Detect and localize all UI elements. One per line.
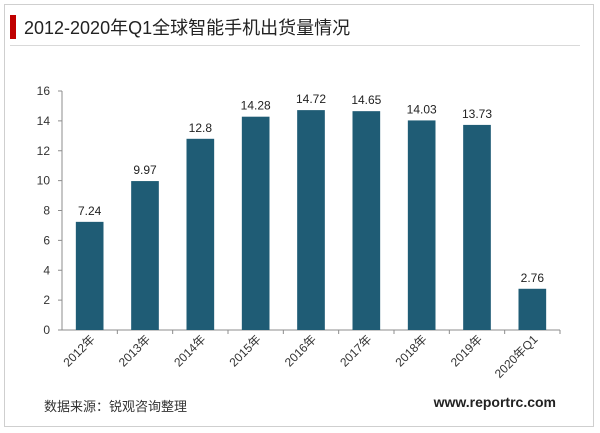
title-accent-bar <box>10 15 16 39</box>
chart-title: 2012-2020年Q1全球智能手机出货量情况 <box>24 18 351 38</box>
x-tick-label: 2019年 <box>448 332 485 369</box>
bar <box>186 138 215 330</box>
y-tick-label: 2 <box>43 293 50 307</box>
y-tick-label: 8 <box>43 204 50 218</box>
data-label: 7.24 <box>78 204 102 218</box>
data-label: 2.76 <box>521 271 545 285</box>
website-url[interactable]: www.reportrc.com <box>433 394 556 410</box>
data-label: 14.72 <box>296 92 326 106</box>
x-tick-label: 2015年 <box>227 332 264 369</box>
y-tick-label: 14 <box>37 114 51 128</box>
y-tick-label: 10 <box>37 174 51 188</box>
x-tick-label: 2013年 <box>116 332 153 369</box>
title-bar: 2012-2020年Q1全球智能手机出货量情况 <box>10 14 350 40</box>
bar <box>407 120 436 330</box>
title-divider <box>10 45 580 46</box>
data-label: 14.03 <box>407 102 437 116</box>
y-tick-label: 4 <box>43 263 50 277</box>
x-tick-label: 2016年 <box>282 332 319 369</box>
y-tick-label: 0 <box>43 323 50 337</box>
data-label: 13.73 <box>462 107 492 121</box>
x-tick-label: 2020年Q1 <box>492 332 541 381</box>
bar <box>241 116 270 330</box>
data-label: 12.8 <box>189 121 213 135</box>
data-label: 9.97 <box>133 163 157 177</box>
bar <box>75 221 104 330</box>
x-tick-label: 2017年 <box>337 332 374 369</box>
y-tick-label: 12 <box>37 144 51 158</box>
x-tick-label: 2018年 <box>393 332 430 369</box>
y-tick-label: 16 <box>37 84 51 98</box>
data-label: 14.28 <box>241 99 271 113</box>
bar <box>297 110 325 331</box>
x-tick-label: 2012年 <box>61 332 98 369</box>
bar <box>131 181 159 330</box>
y-tick-label: 6 <box>43 233 50 247</box>
bar <box>352 111 381 331</box>
bar <box>463 124 491 330</box>
x-tick-label: 2014年 <box>171 332 208 369</box>
bar <box>518 288 547 330</box>
data-label: 14.65 <box>351 93 381 107</box>
data-source-note: 数据来源：锐观咨询整理 <box>44 399 188 414</box>
